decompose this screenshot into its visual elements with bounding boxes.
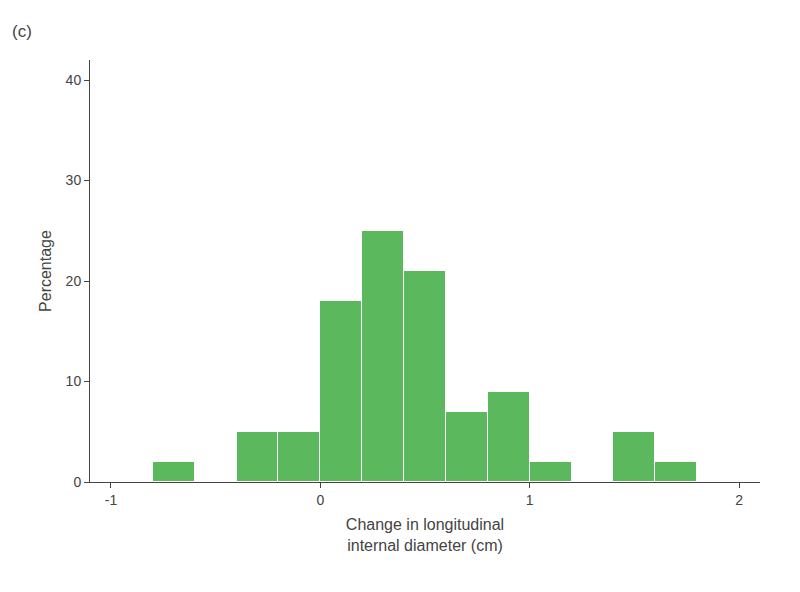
svg-text:(c): (c)	[12, 22, 32, 41]
svg-text:Change in longitudinalinternal: Change in longitudinalinternal diameter …	[346, 516, 504, 554]
svg-text:2: 2	[735, 492, 743, 508]
svg-text:-1: -1	[105, 492, 118, 508]
svg-text:1: 1	[526, 492, 534, 508]
svg-text:0: 0	[316, 492, 324, 508]
svg-text:20: 20	[66, 273, 82, 289]
svg-text:10: 10	[66, 373, 82, 389]
svg-text:0: 0	[73, 474, 81, 490]
svg-text:30: 30	[66, 172, 82, 188]
svg-text:Percentage: Percentage	[37, 230, 54, 312]
svg-text:40: 40	[66, 72, 82, 88]
